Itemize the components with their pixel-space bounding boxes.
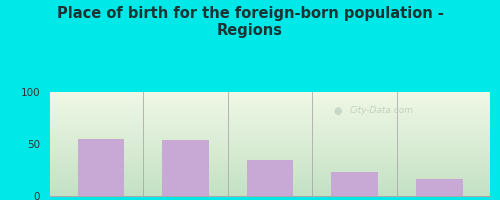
- Bar: [416, 179, 463, 196]
- Text: Place of birth for the foreign-born population -
Regions: Place of birth for the foreign-born popu…: [56, 6, 444, 38]
- Bar: [162, 140, 208, 196]
- Text: City-Data.com: City-Data.com: [349, 106, 413, 115]
- Text: ●: ●: [334, 106, 342, 116]
- Bar: [78, 139, 124, 196]
- Bar: [332, 172, 378, 196]
- Bar: [246, 160, 294, 196]
